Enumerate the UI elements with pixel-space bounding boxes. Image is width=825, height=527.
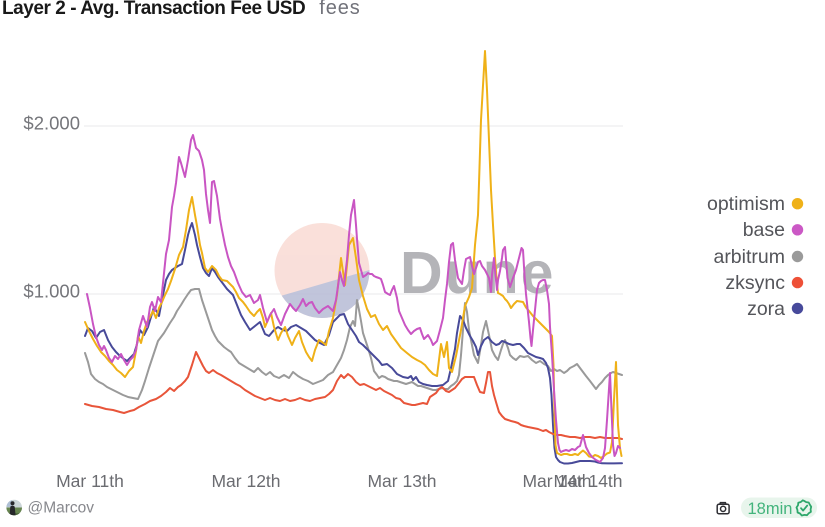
svg-text:Mar 14th: Mar 14th (522, 471, 591, 491)
svg-text:zksync: zksync (725, 272, 785, 294)
svg-text:Mar 13th: Mar 13th (367, 471, 436, 491)
svg-text:zora: zora (747, 298, 785, 320)
svg-text:base: base (743, 219, 785, 241)
svg-text:optimism: optimism (707, 193, 785, 215)
svg-text:Mar 11th: Mar 11th (56, 471, 124, 491)
svg-text:Dune: Dune (400, 240, 556, 306)
svg-text:arbitrum: arbitrum (713, 246, 785, 268)
svg-text:$2.000: $2.000 (23, 113, 80, 134)
svg-text:Mar 14th: Mar 14th (553, 471, 622, 491)
svg-text:$1.000: $1.000 (23, 281, 80, 302)
svg-text:@Marcov: @Marcov (28, 500, 95, 517)
svg-text:18min: 18min (748, 500, 793, 518)
svg-text:Mar 12th: Mar 12th (211, 471, 280, 491)
